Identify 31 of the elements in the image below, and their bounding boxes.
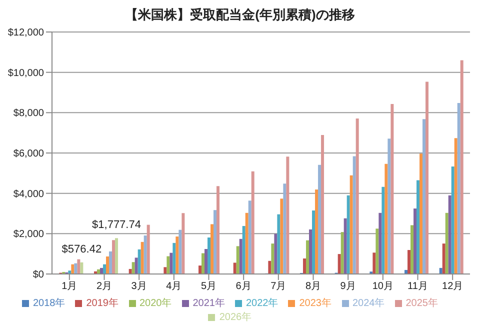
data-label: $1,777.74: [92, 219, 141, 232]
legend-label: 2021年: [192, 298, 225, 309]
legend-label: 2025年: [406, 298, 438, 309]
y-tick-label: $12,000: [8, 28, 44, 39]
legend-label: 2024年: [352, 298, 385, 309]
x-tick-label: 7月: [270, 281, 286, 292]
y-tick-label: $2,000: [13, 229, 44, 240]
x-tick-label: 8月: [305, 281, 322, 292]
x-tick-label: 12月: [442, 281, 464, 292]
x-tick-label: 9月: [340, 281, 356, 292]
chart-title: 【米国株】受取配当金(年別累積)の推移: [124, 6, 356, 24]
x-tick-label: 3月: [131, 281, 147, 292]
y-tick-label: $8,000: [13, 108, 44, 120]
x-tick-label: 4月: [166, 281, 182, 292]
x-tick-label: 2月: [96, 281, 112, 292]
x-tick-label: 10月: [372, 281, 394, 292]
legend-label: 2026年: [219, 312, 252, 323]
legend-label: 2020年: [140, 298, 172, 309]
y-tick-label: $10,000: [8, 68, 44, 79]
legend-label: 2022年: [246, 298, 278, 309]
legend-label: 2018年: [33, 298, 66, 309]
x-tick-label: 1月: [62, 281, 78, 292]
x-tick-label: 11月: [408, 281, 428, 292]
legend-label: 2023年: [299, 298, 332, 309]
y-tick-label: $4,000: [13, 188, 44, 200]
legend-label: 2019年: [86, 298, 118, 309]
x-tick-label: 6月: [236, 281, 252, 292]
y-tick-label: $6,000: [13, 148, 44, 160]
y-tick-label: $0: [32, 270, 44, 281]
x-tick-label: 5月: [200, 281, 217, 292]
data-label: $576.42: [62, 243, 102, 256]
